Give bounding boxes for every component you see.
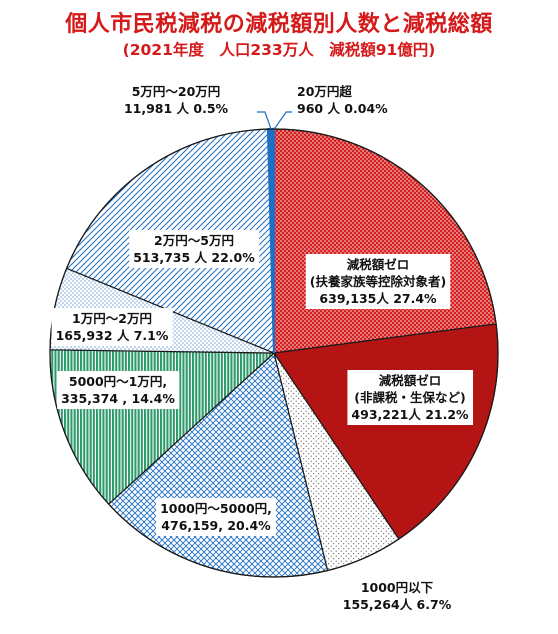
slice-label-line: 493,221人 21.2% [351, 407, 469, 422]
label-background [51, 308, 173, 346]
label-background [305, 254, 451, 309]
leader-line [256, 111, 272, 130]
label-background [129, 230, 260, 268]
slice-label-line: 513,735 人 22.0% [133, 250, 255, 265]
slice-label: 20万円超 960 人 0.04% [297, 84, 388, 116]
slice-label-line: 960 人 0.04% [297, 101, 388, 116]
slice-label-line: 1万円～2万円 [72, 311, 152, 326]
label-background [57, 371, 180, 409]
slice-label-line: 165,932 人 7.1% [56, 328, 169, 343]
slice-label-line: 335,374 , 14.4% [61, 391, 175, 406]
slice-label-line: 20万円超 [297, 84, 352, 99]
slice-label: 5000円～1万円, 335,374 , 14.4% [57, 371, 180, 409]
pie-slice [273, 128, 497, 354]
leader-line [273, 111, 293, 130]
slice-label-line: 2万円～5万円 [154, 233, 234, 248]
slice-label-line: 5万円～20万円 [132, 84, 221, 99]
slice-label-line: 5000円～1万円, [69, 374, 167, 389]
slice-label: 1000円～5000円, 476,159, 20.4% [156, 498, 276, 536]
label-background [156, 498, 276, 536]
slice-label: 1000円以下 155,264人 6.7% [343, 580, 452, 612]
slice-label-line: 155,264人 6.7% [343, 597, 452, 612]
slice-label-line: (扶養家族等控除対象者) [310, 274, 446, 289]
slice-label: 減税額ゼロ (非課税・生保など) 493,221人 21.2% [347, 370, 474, 425]
slice-label-line: 639,135人 27.4% [319, 291, 437, 306]
slice-label: 減税額ゼロ (扶養家族等控除対象者) 639,135人 27.4% [305, 254, 451, 309]
chart-title: 個人市民税減税の減税額別人数と減税総額 [65, 12, 493, 37]
chart-subtitle: (2021年度 人口233万人 減税額91億円) [122, 41, 436, 59]
slice-label: 5万円～20万円 11,981 人 0.5% [124, 84, 229, 116]
slice-label-line: 減税額ゼロ [347, 257, 410, 272]
slice-label-line: 11,981 人 0.5% [124, 101, 229, 116]
pie-outline [49, 128, 499, 578]
slice-label-line: (非課税・生保など) [354, 390, 465, 405]
label-background [347, 370, 474, 425]
slice-label: 2万円～5万円 513,735 人 22.0% [129, 230, 260, 268]
slice-label-line: 476,159, 20.4% [161, 518, 271, 533]
slice-label-line: 1000円～5000円, [160, 501, 272, 516]
slice-label: 1万円～2万円 165,932 人 7.1% [51, 308, 173, 346]
slice-label-line: 1000円以下 [361, 580, 434, 595]
slice-label-line: 減税額ゼロ [379, 373, 442, 388]
